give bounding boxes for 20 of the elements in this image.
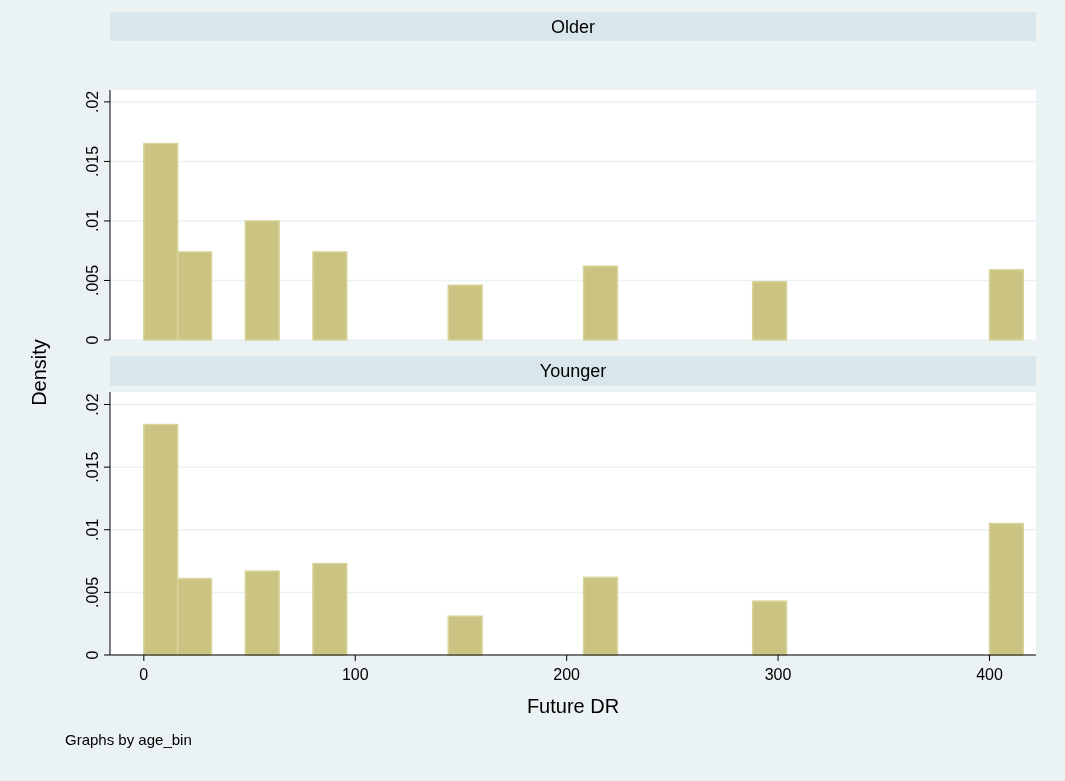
y-tick-label: .015 bbox=[84, 145, 101, 177]
x-tick-label: 400 bbox=[976, 666, 1003, 683]
x-tick-label: 300 bbox=[764, 666, 792, 683]
x-tick-label: 0 bbox=[139, 666, 149, 683]
x-tick-label: 200 bbox=[553, 666, 581, 683]
y-tick-label: .01 bbox=[84, 518, 101, 541]
y-tick-label: .005 bbox=[84, 264, 101, 297]
y-tick-label: .01 bbox=[84, 209, 101, 233]
x-tick-label: 100 bbox=[341, 666, 369, 683]
chart-title: Younger bbox=[539, 361, 607, 381]
chart-title: Older bbox=[550, 16, 596, 37]
y-tick-label: .005 bbox=[84, 576, 101, 608]
y-tick-label: 0 bbox=[84, 335, 101, 345]
text: Graphs by age_bin bbox=[65, 731, 192, 748]
y-tick-label: .02 bbox=[84, 90, 101, 114]
x-axis-title: Future DR bbox=[526, 695, 620, 717]
y-tick-label: .015 bbox=[84, 451, 101, 483]
y-tick-label: 0 bbox=[84, 650, 101, 660]
y-axis-title: Density bbox=[28, 339, 50, 406]
y-tick-label: .02 bbox=[84, 393, 101, 416]
